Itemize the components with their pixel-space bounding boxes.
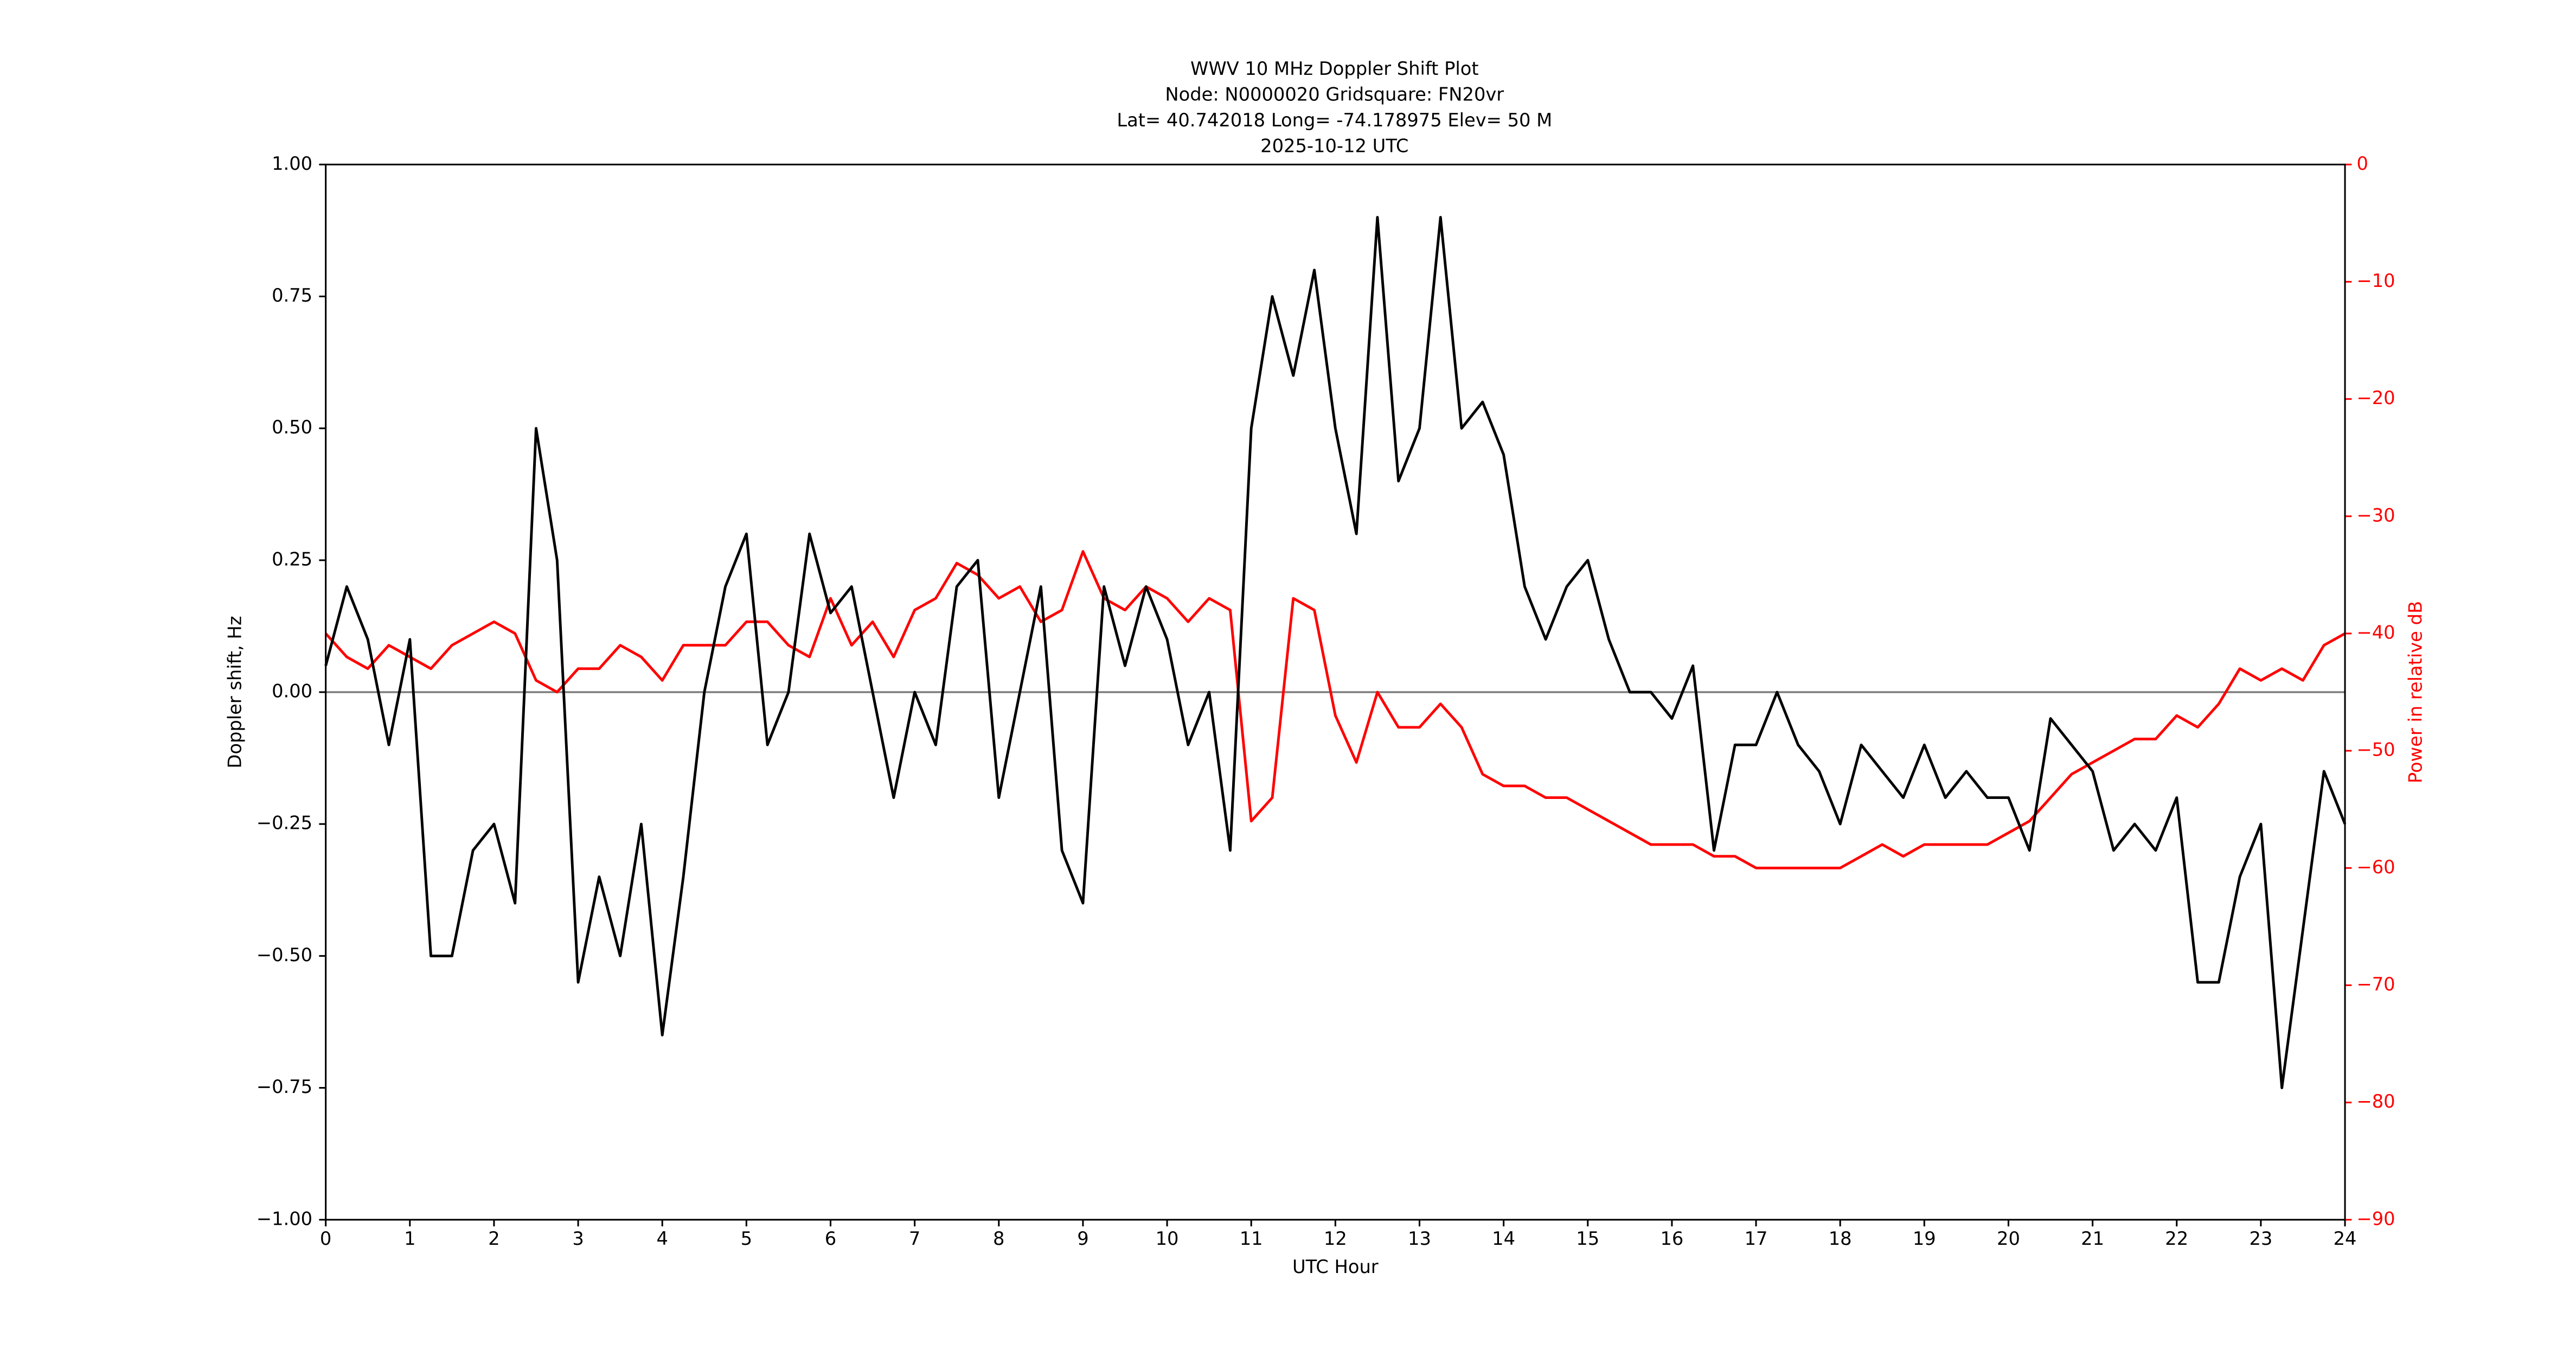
plot-frame bbox=[325, 163, 2346, 1221]
y-tick-label: 0.25 bbox=[272, 548, 312, 570]
x-tick-label: 9 bbox=[1077, 1228, 1088, 1249]
x-tick-label: 8 bbox=[993, 1228, 1004, 1249]
y-tick-label: −1.00 bbox=[257, 1208, 312, 1229]
y2-tick-label: −50 bbox=[2356, 739, 2395, 760]
y2-axis-label: Power in relative dB bbox=[2405, 601, 2426, 783]
chart-title: Node: N0000020 Gridsquare: FN20vr bbox=[1165, 84, 1504, 105]
x-tick-label: 19 bbox=[1913, 1228, 1936, 1249]
x-tick-label: 10 bbox=[1156, 1228, 1179, 1249]
x-tick-label: 22 bbox=[2165, 1228, 2188, 1249]
x-tick-label: 24 bbox=[2334, 1228, 2357, 1249]
x-tick-label: 7 bbox=[909, 1228, 920, 1249]
x-tick-label: 20 bbox=[1997, 1228, 2020, 1249]
x-tick-label: 1 bbox=[404, 1228, 415, 1249]
chart-title: 2025-10-12 UTC bbox=[1260, 136, 1408, 157]
data-line bbox=[324, 216, 2347, 1090]
y2-tick-label: −20 bbox=[2356, 387, 2395, 408]
x-tick-label: 14 bbox=[1492, 1228, 1515, 1249]
x-tick-label: 4 bbox=[656, 1228, 668, 1249]
x-tick-label: 6 bbox=[825, 1228, 836, 1249]
y2-tick-label: −60 bbox=[2356, 856, 2395, 878]
x-tick-label: 3 bbox=[572, 1228, 584, 1249]
y2-tick-label: −30 bbox=[2356, 504, 2395, 526]
y2-tick-label: −70 bbox=[2356, 974, 2395, 995]
y2-tick-label: −10 bbox=[2356, 270, 2395, 291]
y-tick-label: −0.25 bbox=[257, 813, 312, 834]
x-tick-label: 15 bbox=[1576, 1228, 1599, 1249]
y2-tick-label: −80 bbox=[2356, 1091, 2395, 1112]
y2-tick-label: −90 bbox=[2356, 1208, 2395, 1229]
x-tick-label: 11 bbox=[1240, 1228, 1263, 1249]
x-tick-label: 23 bbox=[2249, 1228, 2272, 1249]
y-tick-label: 1.00 bbox=[272, 153, 312, 174]
y-tick-label: 0.00 bbox=[272, 681, 312, 702]
x-tick-label: 5 bbox=[741, 1228, 752, 1249]
x-tick-label: 18 bbox=[1829, 1228, 1852, 1249]
y-axis-label: Doppler shift, Hz bbox=[225, 616, 246, 768]
y-tick-label: 0.75 bbox=[272, 285, 312, 306]
y-tick-label: −0.75 bbox=[257, 1076, 312, 1097]
y2-tick-label: −40 bbox=[2356, 622, 2395, 643]
x-tick-label: 17 bbox=[1745, 1228, 1768, 1249]
y-tick-label: −0.50 bbox=[257, 944, 312, 965]
x-axis-label: UTC Hour bbox=[1292, 1256, 1379, 1277]
y2-tick-label: 0 bbox=[2356, 153, 2368, 174]
x-tick-label: 21 bbox=[2081, 1228, 2104, 1249]
x-tick-label: 2 bbox=[488, 1228, 499, 1249]
x-tick-label: 16 bbox=[1660, 1228, 1683, 1249]
data-line bbox=[324, 550, 2346, 869]
chart-title: Lat= 40.742018 Long= -74.178975 Elev= 50… bbox=[1117, 110, 1552, 131]
y-tick-label: 0.50 bbox=[272, 417, 312, 438]
chart-title: WWV 10 MHz Doppler Shift Plot bbox=[1190, 58, 1479, 79]
x-tick-label: 0 bbox=[320, 1228, 331, 1249]
x-tick-label: 13 bbox=[1408, 1228, 1431, 1249]
x-tick-label: 12 bbox=[1324, 1228, 1347, 1249]
